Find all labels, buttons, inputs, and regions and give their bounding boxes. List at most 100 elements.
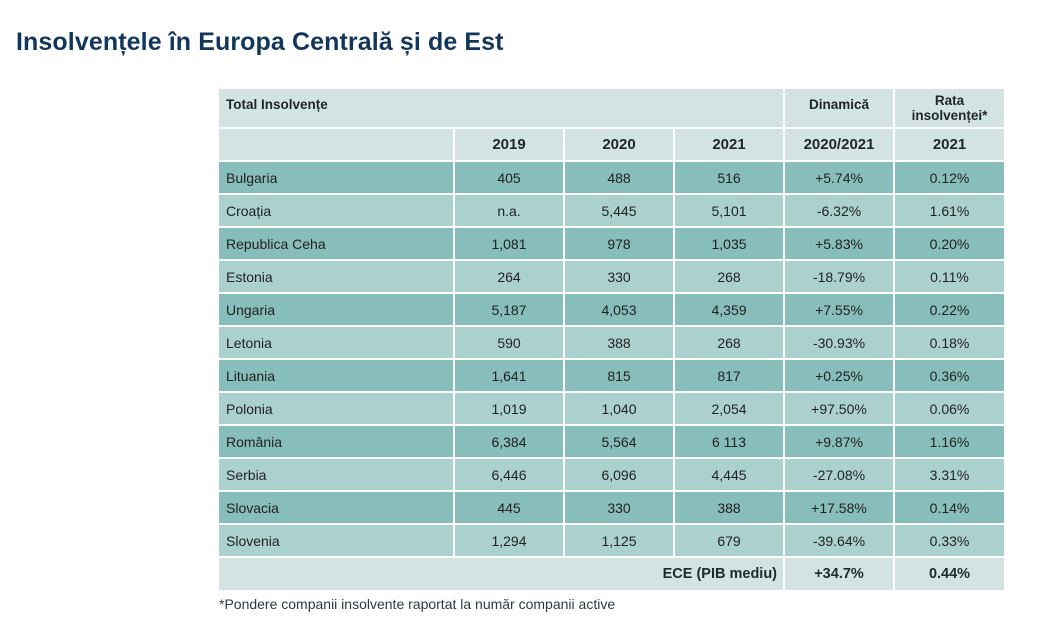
value-2020-cell: 5,564 (565, 426, 675, 459)
country-cell: Serbia (219, 459, 455, 492)
column-header-2020: 2020 (565, 129, 675, 162)
value-2021-cell: 268 (675, 261, 786, 294)
value-2021-cell: 6 113 (675, 426, 786, 459)
column-header-2021: 2021 (675, 129, 786, 162)
value-2020-cell: 978 (565, 228, 675, 261)
footnote: *Pondere companii insolvente raportat la… (219, 596, 616, 612)
table-row: Ungaria 5,187 4,053 4,359 +7.55% 0.22% (219, 294, 1005, 327)
insolvency-table: Total Insolvențe Dinamică Rata insolvenț… (219, 89, 1005, 592)
country-cell: Letonia (219, 327, 455, 360)
value-2019-cell: 264 (455, 261, 565, 294)
rate-cell: 0.12% (895, 162, 1005, 195)
value-2020-cell: 815 (565, 360, 675, 393)
table-row: Polonia 1,019 1,040 2,054 +97.50% 0.06% (219, 393, 1005, 426)
value-2021-cell: 1,035 (675, 228, 786, 261)
value-2021-cell: 4,359 (675, 294, 786, 327)
value-2019-cell: 6,384 (455, 426, 565, 459)
dynamics-cell: +5.83% (785, 228, 896, 261)
table-row: Croația n.a. 5,445 5,101 -6.32% 1.61% (219, 195, 1005, 228)
footer-rate-cell: 0.44% (895, 558, 1005, 592)
value-2019-cell: 1,641 (455, 360, 565, 393)
rate-cell: 0.22% (895, 294, 1005, 327)
dynamics-cell: +9.87% (785, 426, 896, 459)
dynamics-cell: -27.08% (785, 459, 896, 492)
country-cell: Lituania (219, 360, 455, 393)
value-2020-cell: 388 (565, 327, 675, 360)
value-2021-cell: 679 (675, 525, 786, 558)
header-empty-cell (219, 129, 455, 162)
rate-cell: 0.36% (895, 360, 1005, 393)
insolvency-table-container: Total Insolvențe Dinamică Rata insolvenț… (219, 89, 1005, 592)
footer-dynamics-cell: +34.7% (785, 558, 896, 592)
value-2021-cell: 4,445 (675, 459, 786, 492)
country-cell: Slovenia (219, 525, 455, 558)
value-2019-cell: 1,019 (455, 393, 565, 426)
table-row: Slovacia 445 330 388 +17.58% 0.14% (219, 492, 1005, 525)
page-title: Insolvențele în Europa Centrală și de Es… (16, 28, 504, 56)
country-cell: Estonia (219, 261, 455, 294)
dynamics-cell: -39.64% (785, 525, 896, 558)
country-cell: Bulgaria (219, 162, 455, 195)
table-row: România 6,384 5,564 6 113 +9.87% 1.16% (219, 426, 1005, 459)
value-2020-cell: 330 (565, 261, 675, 294)
value-2020-cell: 1,040 (565, 393, 675, 426)
value-2019-cell: 445 (455, 492, 565, 525)
footer-ece-label: ECE (PIB mediu) (219, 558, 786, 592)
rate-cell: 1.16% (895, 426, 1005, 459)
value-2019-cell: 1,081 (455, 228, 565, 261)
table-row: Serbia 6,446 6,096 4,445 -27.08% 3.31% (219, 459, 1005, 492)
value-2019-cell: 405 (455, 162, 565, 195)
dynamics-cell: +7.55% (785, 294, 896, 327)
value-2021-cell: 516 (675, 162, 786, 195)
value-2020-cell: 1,125 (565, 525, 675, 558)
rate-cell: 0.18% (895, 327, 1005, 360)
rate-cell: 3.31% (895, 459, 1005, 492)
table-row: Lituania 1,641 815 817 +0.25% 0.36% (219, 360, 1005, 393)
table-row: Letonia 590 388 268 -30.93% 0.18% (219, 327, 1005, 360)
value-2020-cell: 5,445 (565, 195, 675, 228)
value-2020-cell: 6,096 (565, 459, 675, 492)
value-2021-cell: 5,101 (675, 195, 786, 228)
rate-cell: 0.14% (895, 492, 1005, 525)
value-2019-cell: 590 (455, 327, 565, 360)
value-2019-cell: 6,446 (455, 459, 565, 492)
table-footer-row: ECE (PIB mediu) +34.7% 0.44% (219, 558, 1005, 592)
dynamics-cell: +97.50% (785, 393, 896, 426)
header-insolvency-rate: Rata insolvenței* (895, 89, 1005, 129)
country-cell: Croația (219, 195, 455, 228)
rate-cell: 1.61% (895, 195, 1005, 228)
value-2021-cell: 817 (675, 360, 786, 393)
table-row: Estonia 264 330 268 -18.79% 0.11% (219, 261, 1005, 294)
table-row: Republica Ceha 1,081 978 1,035 +5.83% 0.… (219, 228, 1005, 261)
country-cell: Ungaria (219, 294, 455, 327)
dynamics-cell: -30.93% (785, 327, 896, 360)
rate-cell: 0.33% (895, 525, 1005, 558)
header-rate-line2: insolvenței* (911, 108, 988, 123)
value-2020-cell: 488 (565, 162, 675, 195)
dynamics-cell: +5.74% (785, 162, 896, 195)
column-header-rate-year: 2021 (895, 129, 1005, 162)
dynamics-cell: -18.79% (785, 261, 896, 294)
country-cell: Polonia (219, 393, 455, 426)
value-2019-cell: n.a. (455, 195, 565, 228)
rate-cell: 0.06% (895, 393, 1005, 426)
value-2019-cell: 1,294 (455, 525, 565, 558)
header-rate-line1: Rata (934, 93, 965, 108)
country-cell: România (219, 426, 455, 459)
value-2020-cell: 4,053 (565, 294, 675, 327)
country-cell: Slovacia (219, 492, 455, 525)
dynamics-cell: +0.25% (785, 360, 896, 393)
dynamics-cell: +17.58% (785, 492, 896, 525)
value-2020-cell: 330 (565, 492, 675, 525)
value-2021-cell: 2,054 (675, 393, 786, 426)
value-2021-cell: 388 (675, 492, 786, 525)
value-2019-cell: 5,187 (455, 294, 565, 327)
header-total-insolvency: Total Insolvențe (219, 89, 786, 129)
table-header-row-1: Total Insolvențe Dinamică Rata insolvenț… (219, 89, 1005, 129)
table-row: Slovenia 1,294 1,125 679 -39.64% 0.33% (219, 525, 1005, 558)
dynamics-cell: -6.32% (785, 195, 896, 228)
header-dynamics: Dinamică (785, 89, 896, 129)
rate-cell: 0.11% (895, 261, 1005, 294)
rate-cell: 0.20% (895, 228, 1005, 261)
column-header-dynamics-period: 2020/2021 (785, 129, 896, 162)
